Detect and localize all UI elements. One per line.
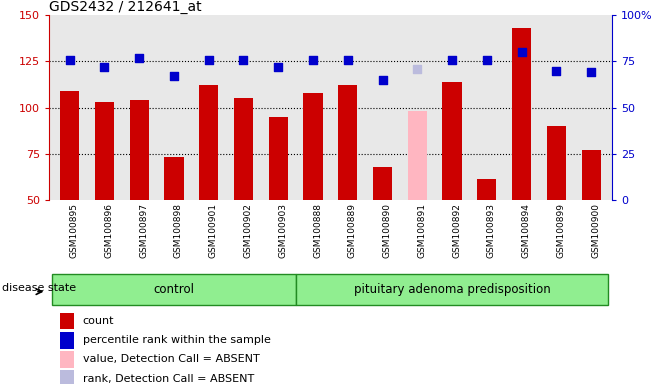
Point (586, 70, 596, 76)
Point (342, 56, 353, 63)
Bar (373, 167, 392, 200)
Bar (130, 100, 149, 200)
Point (273, 64, 283, 70)
Text: GSM100898: GSM100898 (174, 204, 183, 258)
Text: GSM100893: GSM100893 (487, 204, 496, 258)
Point (99, 64, 109, 70)
FancyBboxPatch shape (52, 274, 296, 306)
Text: GSM100900: GSM100900 (591, 204, 600, 258)
Bar (60, 370, 74, 384)
Bar (512, 28, 531, 200)
Text: GSM100890: GSM100890 (383, 204, 391, 258)
Text: pituitary adenoma predisposition: pituitary adenoma predisposition (353, 283, 550, 296)
Bar (60, 91, 79, 200)
Text: GSM100903: GSM100903 (278, 204, 287, 258)
Text: GSM100891: GSM100891 (417, 204, 426, 258)
Point (412, 66, 422, 72)
Text: GSM100895: GSM100895 (70, 204, 79, 258)
Text: GSM100892: GSM100892 (452, 204, 461, 258)
Text: GSM100888: GSM100888 (313, 204, 322, 258)
Text: GSM100894: GSM100894 (521, 204, 531, 258)
FancyBboxPatch shape (296, 274, 609, 306)
Bar (408, 111, 427, 200)
Point (551, 68, 562, 74)
Text: value, Detection Call = ABSENT: value, Detection Call = ABSENT (83, 354, 259, 364)
Point (482, 56, 492, 63)
Text: GSM100899: GSM100899 (557, 204, 565, 258)
Point (308, 56, 318, 63)
Text: disease state: disease state (3, 283, 77, 293)
Point (204, 56, 214, 63)
Text: percentile rank within the sample: percentile rank within the sample (83, 335, 270, 345)
Text: rank, Detection Call = ABSENT: rank, Detection Call = ABSENT (83, 374, 254, 384)
Point (516, 49, 527, 55)
Text: control: control (154, 283, 195, 296)
Bar (547, 126, 566, 200)
Bar (60, 313, 74, 329)
Point (169, 73, 179, 79)
Bar (443, 82, 462, 200)
Text: GSM100901: GSM100901 (209, 204, 217, 258)
Bar (581, 150, 601, 200)
Bar (303, 93, 322, 200)
Point (378, 77, 388, 83)
Bar (199, 85, 218, 200)
Bar (234, 98, 253, 200)
Bar (339, 85, 357, 200)
Bar (60, 351, 74, 368)
Text: GSM100902: GSM100902 (243, 204, 253, 258)
Point (64, 56, 75, 63)
Bar (269, 117, 288, 200)
Point (447, 56, 457, 63)
Text: GSM100896: GSM100896 (104, 204, 113, 258)
Point (134, 55, 145, 61)
Bar (477, 179, 496, 200)
Text: GDS2432 / 212641_at: GDS2432 / 212641_at (49, 0, 201, 14)
Text: GSM100897: GSM100897 (139, 204, 148, 258)
Text: GSM100889: GSM100889 (348, 204, 357, 258)
Point (238, 56, 249, 63)
Bar (60, 332, 74, 349)
Bar (95, 102, 114, 200)
Text: count: count (83, 316, 114, 326)
Bar (165, 157, 184, 200)
